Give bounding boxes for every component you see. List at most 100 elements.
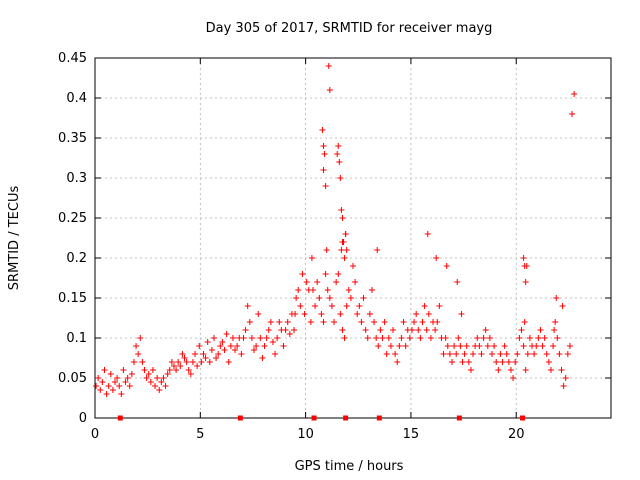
data-point	[427, 335, 434, 341]
data-point	[227, 343, 234, 349]
data-point	[319, 127, 326, 133]
data-point	[126, 383, 133, 389]
data-point	[480, 335, 487, 341]
data-point	[154, 375, 161, 381]
data-point	[342, 231, 349, 237]
data-point	[202, 355, 209, 361]
data-point	[510, 375, 517, 381]
data-point	[223, 331, 230, 337]
data-point	[400, 319, 407, 325]
data-point	[263, 335, 270, 341]
data-point	[128, 371, 135, 377]
data-point	[521, 319, 528, 325]
data-point	[217, 343, 224, 349]
data-point	[219, 339, 226, 345]
data-point	[112, 379, 119, 385]
data-point	[556, 351, 563, 357]
data-point	[514, 351, 521, 357]
data-point	[229, 335, 236, 341]
data-point	[432, 327, 439, 333]
data-point	[341, 335, 348, 341]
data-point	[208, 347, 215, 353]
data-point	[326, 87, 333, 93]
data-point	[482, 327, 489, 333]
data-point	[489, 351, 496, 357]
data-point	[334, 151, 341, 157]
data-point	[105, 383, 112, 389]
data-point	[179, 351, 186, 357]
data-point	[559, 303, 566, 309]
data-point	[234, 343, 241, 349]
data-point	[551, 327, 558, 333]
data-point	[160, 375, 167, 381]
data-point	[518, 327, 525, 333]
y-tick-label: 0.3	[66, 171, 87, 186]
data-point	[141, 367, 148, 373]
zero-marker	[456, 415, 462, 421]
data-point	[444, 343, 451, 349]
data-point	[533, 343, 540, 349]
data-point	[316, 295, 323, 301]
data-point	[417, 335, 424, 341]
data-point	[554, 335, 561, 341]
data-point	[215, 351, 222, 357]
data-point	[185, 367, 192, 373]
data-point	[93, 383, 100, 389]
data-point	[152, 383, 159, 389]
data-point	[541, 335, 548, 341]
data-point	[396, 343, 403, 349]
data-point	[493, 359, 500, 365]
data-point	[358, 319, 365, 325]
data-point	[130, 359, 137, 365]
data-point	[183, 359, 190, 365]
data-point	[491, 343, 498, 349]
chart-title: Day 305 of 2017, SRMTID for receiver may…	[206, 21, 493, 36]
data-point	[459, 359, 466, 365]
data-point	[408, 327, 415, 333]
data-point	[166, 367, 173, 373]
data-point	[425, 311, 432, 317]
data-point	[436, 303, 443, 309]
data-point	[158, 379, 165, 385]
data-point	[553, 295, 560, 301]
data-point	[143, 375, 150, 381]
data-point	[274, 335, 281, 341]
data-point	[360, 295, 367, 301]
data-point	[248, 335, 255, 341]
data-point	[232, 347, 239, 353]
data-point	[547, 367, 554, 373]
data-point	[560, 383, 567, 389]
data-marks	[93, 63, 578, 421]
y-tick-label: 0.45	[58, 51, 87, 66]
data-point	[512, 359, 519, 365]
data-point	[550, 343, 557, 349]
data-point	[333, 279, 340, 285]
data-point	[571, 91, 578, 97]
data-point	[261, 343, 268, 349]
data-point	[381, 319, 388, 325]
data-point	[364, 335, 371, 341]
y-tick-label: 0.05	[58, 371, 87, 386]
data-point	[402, 343, 409, 349]
data-point	[336, 159, 343, 165]
data-point	[507, 367, 514, 373]
data-point	[122, 379, 129, 385]
data-point	[339, 215, 346, 221]
data-point	[170, 363, 177, 369]
data-point	[537, 327, 544, 333]
x-tick-label: 0	[91, 427, 99, 442]
data-point	[164, 371, 171, 377]
y-tick-label: 0.1	[66, 331, 87, 346]
data-point	[338, 247, 345, 253]
data-point	[446, 351, 453, 357]
data-point	[433, 255, 440, 261]
data-point	[267, 319, 274, 325]
grid	[95, 58, 611, 418]
data-point	[284, 319, 291, 325]
data-point	[257, 335, 264, 341]
data-point	[320, 167, 327, 173]
data-point	[337, 311, 344, 317]
zero-marker	[520, 415, 526, 421]
data-point	[133, 343, 140, 349]
data-point	[421, 303, 428, 309]
